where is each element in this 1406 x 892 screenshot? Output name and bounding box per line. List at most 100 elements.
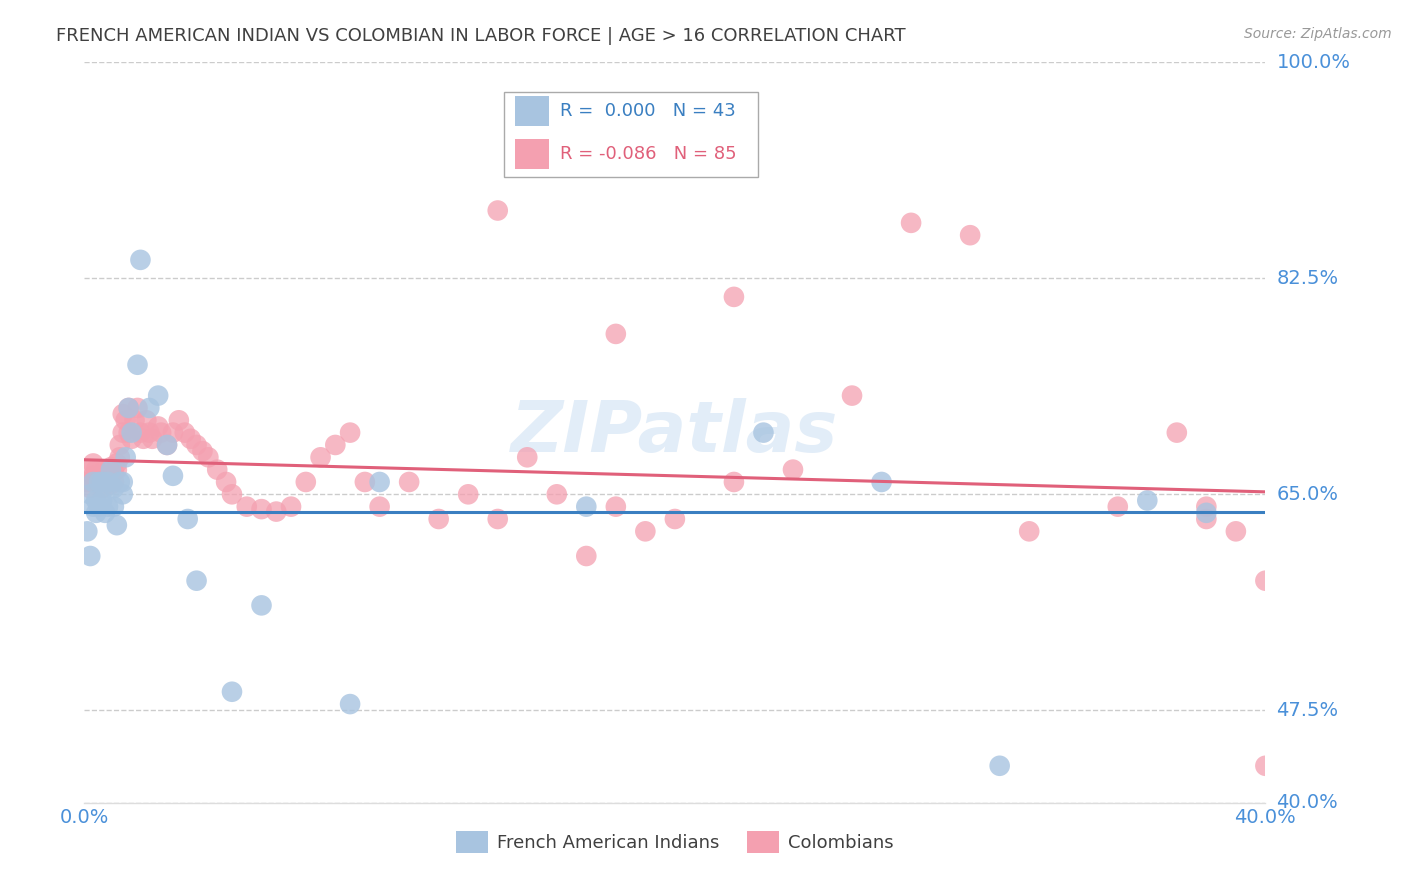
Point	[486, 512, 509, 526]
Point	[1166, 425, 1188, 440]
Point	[870, 475, 893, 489]
Point	[105, 457, 128, 471]
Point	[114, 450, 136, 465]
Point	[127, 401, 149, 415]
Point	[295, 475, 318, 489]
Point	[782, 462, 804, 476]
Point	[97, 500, 120, 514]
Text: 82.5%: 82.5%	[1277, 268, 1339, 288]
Point	[94, 481, 117, 495]
Bar	[516, 139, 548, 169]
Point	[97, 475, 120, 489]
Point	[87, 500, 111, 514]
Point	[177, 512, 200, 526]
Point	[280, 500, 302, 514]
Point	[103, 475, 125, 489]
Point	[605, 326, 627, 341]
Point	[91, 481, 114, 495]
Point	[132, 432, 155, 446]
Point	[79, 549, 101, 563]
Point	[959, 228, 981, 243]
Text: R =  0.000   N = 43: R = 0.000 N = 43	[561, 103, 737, 120]
Text: R = -0.086   N = 85: R = -0.086 N = 85	[561, 145, 737, 163]
Point	[118, 401, 141, 415]
Point	[339, 425, 361, 440]
Point	[1254, 758, 1277, 772]
Point	[111, 475, 134, 489]
Point	[1225, 524, 1247, 539]
Point	[118, 401, 141, 415]
Point	[94, 462, 117, 476]
Point	[162, 468, 184, 483]
Point	[87, 475, 111, 489]
Point	[1136, 493, 1159, 508]
Point	[138, 425, 160, 440]
Point	[516, 450, 538, 465]
Point	[100, 462, 122, 476]
Text: 65.0%: 65.0%	[1277, 485, 1339, 504]
Point	[1254, 574, 1277, 588]
Point	[127, 358, 149, 372]
Point	[575, 549, 598, 563]
Point	[1195, 506, 1218, 520]
Point	[236, 500, 259, 514]
Point	[197, 450, 219, 465]
Point	[207, 462, 229, 476]
Point	[1195, 512, 1218, 526]
Point	[84, 493, 107, 508]
Point	[79, 481, 101, 495]
Point	[118, 425, 141, 440]
Text: Source: ZipAtlas.com: Source: ZipAtlas.com	[1244, 27, 1392, 41]
Point	[266, 505, 288, 519]
Point	[84, 506, 107, 520]
Point	[100, 460, 122, 475]
Point	[111, 487, 134, 501]
Point	[250, 599, 273, 613]
Point	[221, 487, 243, 501]
Point	[108, 450, 131, 465]
Point	[575, 500, 598, 514]
Point	[105, 462, 128, 476]
Point	[124, 413, 146, 427]
Point	[900, 216, 922, 230]
Point	[87, 468, 111, 483]
Point	[1195, 500, 1218, 514]
Point	[108, 475, 131, 489]
Point	[605, 500, 627, 514]
Point	[325, 438, 347, 452]
Point	[103, 465, 125, 479]
Point	[250, 502, 273, 516]
Point	[82, 468, 104, 483]
Text: ZIPatlas: ZIPatlas	[512, 398, 838, 467]
Point	[309, 450, 332, 465]
Point	[186, 438, 208, 452]
Point	[138, 401, 160, 415]
Point	[841, 389, 863, 403]
Point	[103, 500, 125, 514]
Point	[97, 468, 120, 483]
Point	[121, 425, 143, 440]
Point	[486, 203, 509, 218]
Point	[186, 574, 208, 588]
Point	[82, 475, 104, 489]
Point	[427, 512, 450, 526]
Point	[167, 413, 190, 427]
Point	[79, 487, 101, 501]
Point	[91, 468, 114, 483]
Point	[752, 425, 775, 440]
Point	[111, 407, 134, 421]
Text: 100.0%: 100.0%	[1277, 53, 1351, 72]
Point	[221, 685, 243, 699]
Point	[79, 462, 101, 476]
Point	[156, 438, 179, 452]
Point	[634, 524, 657, 539]
Point	[100, 477, 122, 491]
FancyBboxPatch shape	[503, 92, 758, 178]
Point	[94, 506, 117, 520]
Point	[162, 425, 184, 440]
Point	[988, 758, 1011, 772]
Point	[191, 444, 214, 458]
Point	[82, 457, 104, 471]
Point	[180, 432, 202, 446]
Point	[84, 475, 107, 489]
